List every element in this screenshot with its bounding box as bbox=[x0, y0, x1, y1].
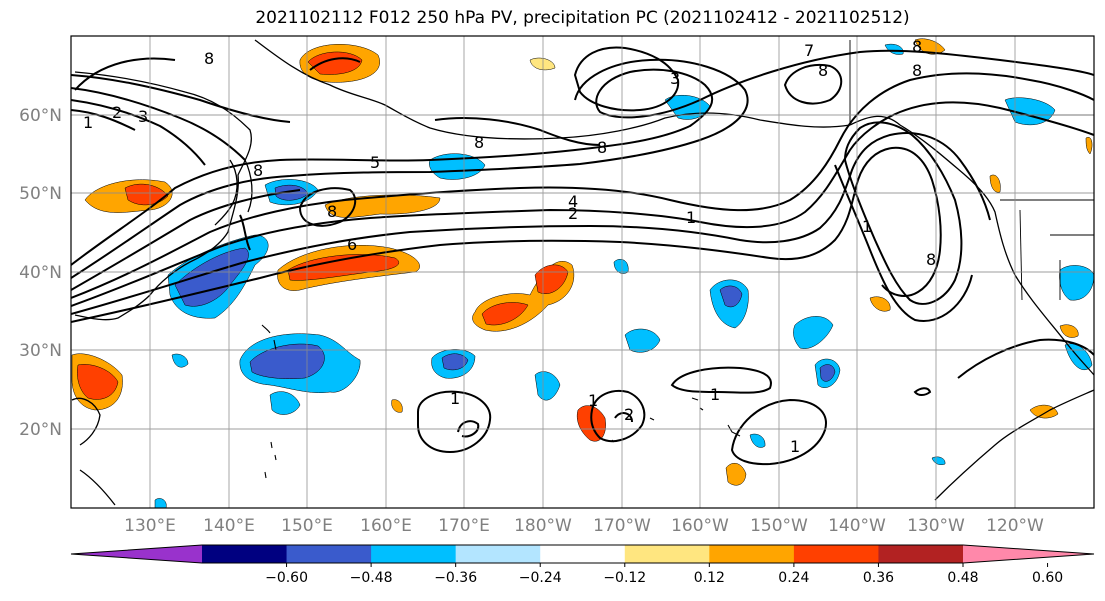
contour-label: 8 bbox=[204, 49, 214, 68]
colorbar-tick-label: −0.24 bbox=[519, 570, 562, 586]
longitude-labels: 130°E 140°E 150°E 160°E 170°E 180°W 170°… bbox=[124, 516, 1044, 536]
colorbar-tick-label: 0.60 bbox=[1032, 570, 1063, 586]
colorbar-segment bbox=[793, 545, 879, 563]
lon-label: 170°W bbox=[593, 516, 651, 536]
lon-label: 150°E bbox=[281, 516, 333, 536]
contour-label: 8 bbox=[474, 133, 484, 152]
colorbar-extend-low bbox=[71, 545, 202, 563]
lon-label: 130°E bbox=[124, 516, 176, 536]
lat-label-40n: 40°N bbox=[19, 263, 62, 283]
contour-label: 2 bbox=[624, 405, 634, 424]
colorbar-tick-label: 0.48 bbox=[947, 570, 978, 586]
contour-label: 8 bbox=[926, 250, 936, 269]
map-frame bbox=[70, 35, 1095, 509]
lon-label: 140°E bbox=[203, 516, 255, 536]
colorbar-segment bbox=[286, 545, 372, 563]
latitude-labels: 60°N 50°N 40°N 30°N 20°N bbox=[19, 106, 62, 440]
colorbar-outline bbox=[70, 544, 1095, 564]
contour-label: 1 bbox=[588, 391, 598, 410]
contour-label: 1 bbox=[450, 389, 460, 408]
contour-label: 7 bbox=[804, 41, 814, 60]
contour-label: 6 bbox=[347, 235, 357, 254]
contour-label: 2 bbox=[112, 103, 122, 122]
contour-label: 4 bbox=[568, 192, 578, 211]
lon-label: 180°W bbox=[514, 516, 572, 536]
map-title: 2021102112 F012 250 hPa PV, precipitatio… bbox=[255, 8, 910, 28]
pv-contour-labels: 8 3 2 1 8 5 8 8 6 4 2 1 3 8 8 7 8 8 1 8 … bbox=[83, 37, 936, 456]
contour-label: 3 bbox=[138, 107, 148, 126]
contour-label: 8 bbox=[912, 37, 922, 56]
colorbar-tick-label: −0.12 bbox=[603, 570, 646, 586]
colorbar-segment bbox=[371, 545, 457, 563]
colorbar-tick-label: 0.24 bbox=[778, 570, 809, 586]
lon-label: 120°W bbox=[986, 516, 1044, 536]
contour-label: 1 bbox=[686, 208, 696, 227]
contour-label: 8 bbox=[912, 61, 922, 80]
lon-label: 160°E bbox=[360, 516, 412, 536]
lat-label-50n: 50°N bbox=[19, 184, 62, 204]
colorbar-segment bbox=[540, 545, 626, 563]
colorbar-segment bbox=[202, 545, 288, 563]
coastlines bbox=[71, 39, 1094, 506]
colorbar-segment bbox=[624, 545, 710, 563]
contour-label: 1 bbox=[790, 437, 800, 456]
colorbar-tick-label: −0.48 bbox=[350, 570, 393, 586]
contour-label: 1 bbox=[862, 217, 872, 236]
lon-label: 170°E bbox=[438, 516, 490, 536]
contour-label: 8 bbox=[327, 202, 337, 221]
colorbar-segment bbox=[709, 545, 795, 563]
lon-label: 140°W bbox=[828, 516, 886, 536]
colorbar-tick-label: 0.36 bbox=[863, 570, 894, 586]
precipitation-fills bbox=[71, 38, 1094, 508]
contour-label: 2 bbox=[568, 204, 578, 223]
contour-label: 1 bbox=[83, 113, 93, 132]
contour-label: 1 bbox=[710, 385, 720, 404]
colorbar-tick-label: 0.12 bbox=[694, 570, 725, 586]
contour-label: 5 bbox=[370, 153, 380, 172]
colorbar-tick-label: −0.36 bbox=[434, 570, 477, 586]
lat-label-60n: 60°N bbox=[19, 106, 62, 126]
lat-label-20n: 20°N bbox=[19, 420, 62, 440]
contour-label: 8 bbox=[818, 61, 828, 80]
contour-label: 8 bbox=[253, 161, 263, 180]
contour-label: 8 bbox=[597, 138, 607, 157]
lon-label: 130°W bbox=[907, 516, 965, 536]
gridlines bbox=[71, 36, 1094, 508]
lat-label-30n: 30°N bbox=[19, 341, 62, 361]
colorbar-segment bbox=[455, 545, 541, 563]
colorbar: −0.60 −0.48 −0.36 −0.24 −0.12 0.12 0.24 0.36 0.4… bbox=[70, 544, 1095, 586]
lon-label: 150°W bbox=[750, 516, 808, 536]
colorbar-tick-label: −0.60 bbox=[265, 570, 308, 586]
colorbar-extend-high bbox=[963, 545, 1094, 563]
colorbar-segment bbox=[878, 545, 964, 563]
contour-label: 3 bbox=[670, 69, 680, 88]
lon-label: 160°W bbox=[671, 516, 729, 536]
